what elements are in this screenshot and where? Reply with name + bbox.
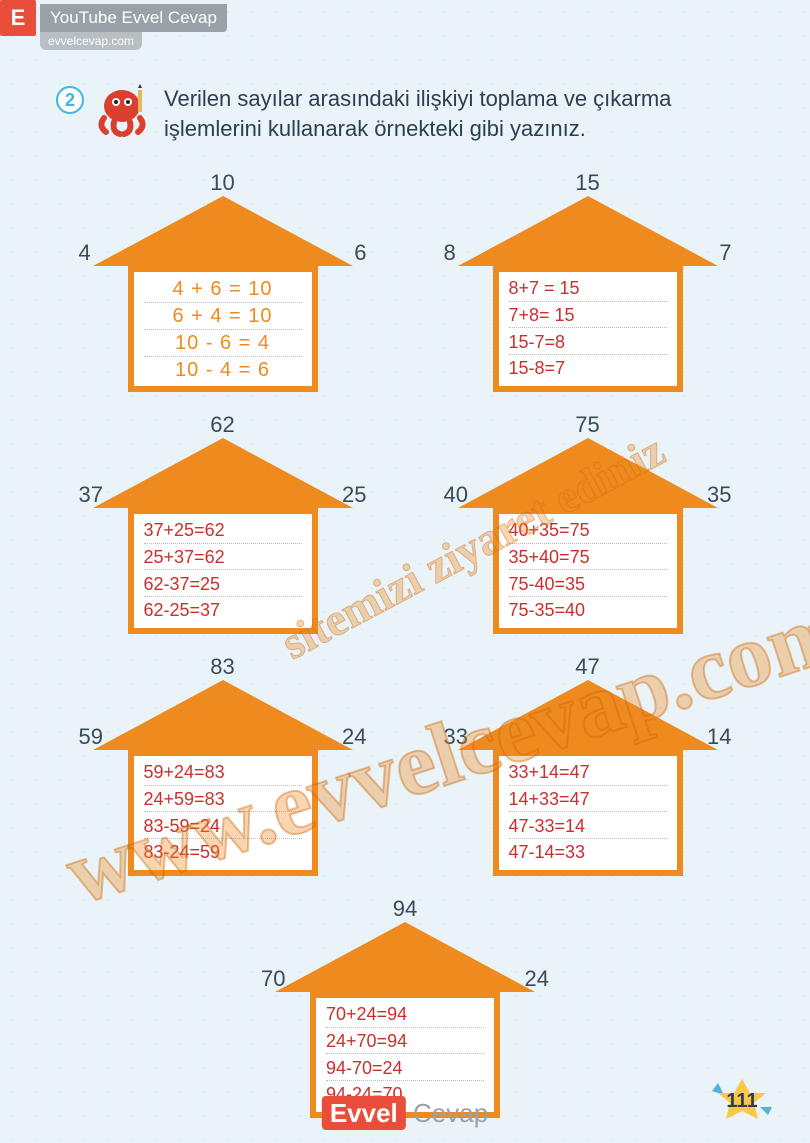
house-body: 8+7 = 15 7+8= 15 15-7=815-8=7 bbox=[493, 266, 683, 392]
house-item: 94 70 24 70+24=9424+70=9494-70=2494-24=7… bbox=[255, 896, 555, 1126]
equation-line: 10 - 6 = 4 bbox=[144, 330, 302, 357]
equation-line: 75-35=40 bbox=[509, 599, 667, 622]
equation-line: 15-8=7 bbox=[509, 357, 667, 380]
house-body: 59+24=83 24+59=83 83-59=2483-24=59 bbox=[128, 750, 318, 876]
equation-line: 75-40=35 bbox=[509, 573, 667, 597]
equation-line: 37+25=62 bbox=[144, 519, 302, 543]
question-text: Verilen sayılar arasındaki ilişkiyi topl… bbox=[164, 84, 770, 143]
octopus-icon bbox=[94, 84, 154, 138]
house-roof-icon bbox=[458, 438, 718, 508]
equation-line: 33+14=47 bbox=[509, 761, 667, 785]
house-row: 94 70 24 70+24=9424+70=9494-70=2494-24=7… bbox=[40, 896, 770, 1126]
house-top-number: 83 bbox=[210, 654, 234, 680]
house-roof-icon bbox=[458, 680, 718, 750]
house-item: 83 59 24 59+24=83 24+59=83 83-59=2483-24=5… bbox=[73, 654, 373, 884]
house-left-number: 70 bbox=[261, 966, 285, 992]
house-right-number: 7 bbox=[719, 240, 731, 266]
page-number: 111 bbox=[710, 1077, 774, 1125]
house-body: 33+14=47 14+33=47 47-33=1447-14=33 bbox=[493, 750, 683, 876]
house-top-number: 62 bbox=[210, 412, 234, 438]
house-right-number: 6 bbox=[354, 240, 366, 266]
equation-line: 10 - 4 = 6 bbox=[144, 357, 302, 383]
house-right-number: 14 bbox=[707, 724, 731, 750]
house-left-number: 40 bbox=[444, 482, 468, 508]
house-top-number: 94 bbox=[393, 896, 417, 922]
house-item: 10 4 6 4 + 6 = 106 + 4 = 1010 - 6 = 410 … bbox=[73, 170, 373, 400]
question-header: 2 Verilen sayılar arasındaki ilişkiyi to… bbox=[56, 84, 770, 143]
house-roof-icon bbox=[93, 196, 353, 266]
house-paper: 59+24=83 24+59=83 83-59=2483-24=59 bbox=[134, 756, 312, 870]
equation-line: 62-37=25 bbox=[144, 573, 302, 597]
page-number-badge: 111 bbox=[710, 1077, 774, 1125]
equation-line: 4 + 6 = 10 bbox=[144, 276, 302, 303]
houses-grid: 10 4 6 4 + 6 = 106 + 4 = 1010 - 6 = 410 … bbox=[0, 170, 810, 1138]
house-top-number: 75 bbox=[575, 412, 599, 438]
house-top-number: 10 bbox=[210, 170, 234, 196]
logo-e-icon: E bbox=[0, 0, 36, 36]
footer-cevap: Cevap bbox=[406, 1098, 488, 1128]
equation-line: 62-25=37 bbox=[144, 599, 302, 622]
house-item: 15 8 7 8+7 = 15 7+8= 15 15-7=815-8=7 bbox=[438, 170, 738, 400]
equation-line: 94-70=24 bbox=[326, 1057, 484, 1081]
house-right-number: 35 bbox=[707, 482, 731, 508]
equation-line: 6 + 4 = 10 bbox=[144, 303, 302, 330]
house-item: 62 37 25 37+25=62 25+37=62 62-37=2562-25=3… bbox=[73, 412, 373, 642]
house-paper: 40+35=75 35+40=75 75-40=3575-35=40 bbox=[499, 514, 677, 628]
equation-line: 83-24=59 bbox=[144, 841, 302, 864]
house-top-number: 15 bbox=[575, 170, 599, 196]
equation-line: 14+33=47 bbox=[509, 788, 667, 812]
equation-line: 40+35=75 bbox=[509, 519, 667, 543]
house-paper: 4 + 6 = 106 + 4 = 1010 - 6 = 410 - 4 = 6 bbox=[134, 272, 312, 386]
equation-line: 24+59=83 bbox=[144, 788, 302, 812]
house-left-number: 33 bbox=[444, 724, 468, 750]
house-item: 47 33 14 33+14=47 14+33=47 47-33=1447-14=3… bbox=[438, 654, 738, 884]
house-top-number: 47 bbox=[575, 654, 599, 680]
youtube-badge: YouTube Evvel Cevap bbox=[40, 4, 227, 32]
equation-line: 47-14=33 bbox=[509, 841, 667, 864]
footer-logo: Evvel Cevap bbox=[322, 1098, 488, 1129]
house-body: 40+35=75 35+40=75 75-40=3575-35=40 bbox=[493, 508, 683, 634]
house-left-number: 37 bbox=[79, 482, 103, 508]
equation-line: 8+7 = 15 bbox=[509, 277, 667, 301]
equation-line: 15-7=8 bbox=[509, 331, 667, 355]
house-paper: 8+7 = 15 7+8= 15 15-7=815-8=7 bbox=[499, 272, 677, 386]
footer-evvel: Evvel bbox=[322, 1096, 406, 1130]
house-paper: 33+14=47 14+33=47 47-33=1447-14=33 bbox=[499, 756, 677, 870]
house-right-number: 24 bbox=[342, 724, 366, 750]
house-right-number: 24 bbox=[525, 966, 549, 992]
equation-line: 47-33=14 bbox=[509, 815, 667, 839]
house-left-number: 59 bbox=[79, 724, 103, 750]
equation-line: 70+24=94 bbox=[326, 1003, 484, 1027]
house-roof-icon bbox=[458, 196, 718, 266]
house-paper: 70+24=9424+70=9494-70=2494-24=70 bbox=[316, 998, 494, 1112]
house-row: 10 4 6 4 + 6 = 106 + 4 = 1010 - 6 = 410 … bbox=[40, 170, 770, 400]
house-roof-icon bbox=[93, 680, 353, 750]
site-chip: evvelcevap.com bbox=[40, 32, 142, 50]
house-body: 37+25=62 25+37=62 62-37=2562-25=37 bbox=[128, 508, 318, 634]
equation-line: 25+37=62 bbox=[144, 546, 302, 570]
equation-line: 7+8= 15 bbox=[509, 304, 667, 328]
house-row: 62 37 25 37+25=62 25+37=62 62-37=2562-25=3… bbox=[40, 412, 770, 642]
equation-line: 35+40=75 bbox=[509, 546, 667, 570]
house-roof-icon bbox=[93, 438, 353, 508]
equation-line: 83-59=24 bbox=[144, 815, 302, 839]
question-number: 2 bbox=[56, 86, 84, 114]
top-badge: E YouTube Evvel Cevap bbox=[0, 0, 227, 36]
house-roof-icon bbox=[275, 922, 535, 992]
house-paper: 37+25=62 25+37=62 62-37=2562-25=37 bbox=[134, 514, 312, 628]
equation-line: 59+24=83 bbox=[144, 761, 302, 785]
house-item: 75 40 35 40+35=75 35+40=75 75-40=3575-35=4… bbox=[438, 412, 738, 642]
house-left-number: 8 bbox=[444, 240, 456, 266]
house-body: 4 + 6 = 106 + 4 = 1010 - 6 = 410 - 4 = 6 bbox=[128, 266, 318, 392]
house-left-number: 4 bbox=[79, 240, 91, 266]
house-row: 83 59 24 59+24=83 24+59=83 83-59=2483-24=5… bbox=[40, 654, 770, 884]
equation-line: 24+70=94 bbox=[326, 1030, 484, 1054]
house-right-number: 25 bbox=[342, 482, 366, 508]
